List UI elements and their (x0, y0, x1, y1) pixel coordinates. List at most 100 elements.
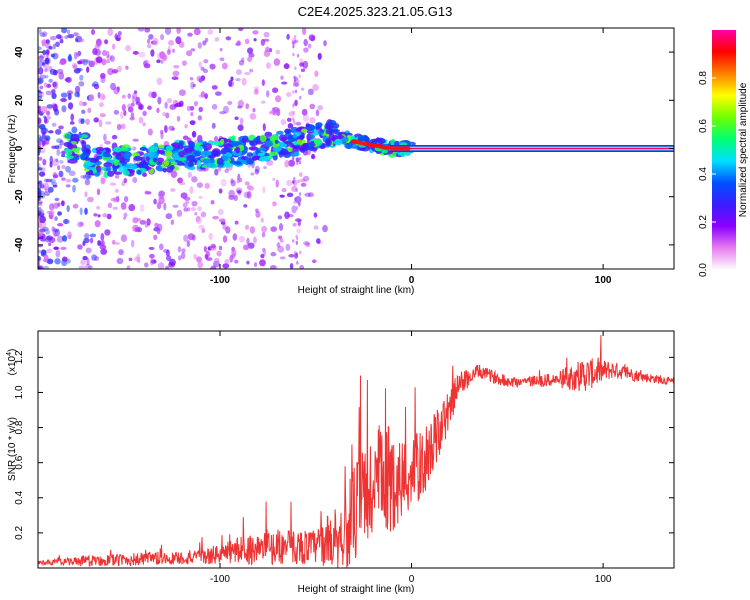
spectrogram-ridge-blob (145, 156, 150, 162)
spectrogram-ridge-blob (156, 157, 164, 163)
spectrogram-noise-blob (204, 37, 209, 43)
spectrogram-noise-blob (54, 108, 60, 116)
spectrogram-noise-blob (298, 192, 302, 196)
spectrogram-noise-blob (189, 186, 194, 195)
spectrogram-noise-blob (66, 205, 70, 213)
spectrogram-noise-blob (246, 260, 250, 265)
spectrogram-noise-blob (128, 203, 136, 212)
spectrogram-ridge-blob (139, 147, 148, 151)
colorbar-tick-label: 0.4 (698, 167, 709, 181)
spectrogram-noise-blob (218, 188, 223, 194)
spectrogram-noise-blob (236, 190, 242, 194)
spectrogram-noise-blob (317, 105, 324, 111)
spectrogram-noise-blob (204, 93, 208, 99)
spectrogram-ridge-blob (301, 142, 309, 151)
spectrogram-noise-blob (172, 70, 180, 77)
spectrogram-noise-blob (41, 249, 47, 256)
spectrogram-noise-blob (176, 115, 181, 122)
spectrogram-noise-blob (38, 266, 42, 269)
spectrogram-noise-blob (86, 66, 90, 73)
spectrogram-x-ticks: -100 0 100 (210, 28, 612, 286)
spectrogram-noise-blob (157, 96, 162, 105)
spectrogram-noise-blob (263, 49, 271, 57)
spectrogram-noise-blob (246, 190, 252, 199)
spectrogram-noise-blob (284, 63, 289, 68)
spectrogram-ridge-blob (145, 166, 152, 170)
spectrogram-noise-blob (293, 34, 297, 39)
spectrogram-noise-blob (87, 107, 92, 114)
spectrogram-ridge-blob (149, 144, 159, 153)
spectrogram-noise-blob (235, 78, 241, 82)
snr-y-tick-label: 0.2 (14, 526, 25, 540)
spectrogram-noise-blob (281, 81, 288, 85)
spectrogram-noise-blob (97, 214, 101, 218)
spectrogram-ridge-blob (95, 165, 102, 173)
spectrogram-noise-blob (301, 108, 308, 116)
spectrogram-noise-blob (51, 181, 58, 186)
spectrogram-noise-blob (49, 155, 54, 164)
spectrogram-noise-blob (114, 241, 121, 245)
spectrogram-noise-blob (39, 32, 46, 37)
spectrogram-noise-blob (48, 46, 53, 50)
spectrogram-noise-blob (82, 241, 86, 246)
spectrogram-noise-blob (52, 81, 57, 88)
spectrogram-noise-blob (300, 68, 306, 72)
spectrogram-ridge-blob (218, 150, 227, 155)
spectrogram-noise-blob (148, 246, 155, 250)
spectrogram-ridge-blob (88, 166, 93, 171)
spectrogram-noise-blob (298, 160, 302, 165)
spectrogram-noise-blob (170, 170, 178, 178)
spectrogram-noise-blob (160, 131, 164, 140)
spectrogram-noise-blob (303, 47, 309, 53)
spectrogram-noise-blob (84, 178, 91, 186)
spectrogram-noise-blob (190, 81, 195, 90)
spectrogram-noise-blob (46, 116, 52, 120)
spectrogram-ridge-blob (350, 145, 359, 149)
spectrogram-noise-blob (273, 58, 281, 66)
spectrogram-noise-blob (249, 113, 257, 120)
spectrogram-noise-blob (275, 179, 280, 188)
spectrogram-noise-blob (38, 190, 42, 197)
spectrogram-noise-blob (211, 122, 216, 129)
spectrogram-noise-blob (221, 62, 228, 70)
spectrogram-noise-blob (42, 49, 47, 56)
spectrogram-noise-blob (102, 213, 108, 218)
spectrogram-noise-blob (69, 121, 75, 125)
spectrogram-noise-blob (44, 187, 48, 196)
spectrogram-noise-blob (106, 213, 112, 220)
spectrogram-noise-blob (72, 64, 78, 69)
spectrogram-noise-blob (231, 249, 237, 257)
spectrogram-noise-blob (293, 121, 296, 125)
spectrogram-ridge-blob (294, 151, 300, 157)
spectrogram-noise-blob (113, 109, 120, 115)
spectrogram-noise-blob (67, 34, 75, 39)
spectrogram-noise-blob (38, 92, 42, 97)
spectrogram-noise-blob (38, 206, 42, 215)
spectrogram-noise-blob (165, 112, 170, 119)
spectrogram-noise-blob (66, 258, 71, 264)
spectrogram-noise-blob (156, 59, 161, 64)
spectrogram-noise-blob (96, 188, 101, 196)
spectrogram-ridge-blob (65, 155, 75, 159)
colorbar-tick-label: 0.8 (698, 71, 709, 85)
spectrogram-noise-blob (48, 130, 54, 134)
spectrogram-noise-blob (191, 176, 198, 183)
snr-x-tick-label: 0 (409, 574, 415, 585)
spectrogram-ridge-blob (325, 139, 332, 147)
spectrogram-noise-blob (181, 248, 186, 253)
spectrogram-noise-blob (274, 95, 282, 103)
spectrogram-noise-blob (38, 105, 42, 114)
spectrogram-noise-blob (38, 146, 42, 154)
spectrogram-ridge-blob (113, 146, 123, 153)
spectrogram-noise-blob (75, 38, 79, 43)
spectrogram-noise-blob (278, 235, 283, 240)
spectrogram-noise-blob (214, 36, 220, 42)
spectrogram-noise-blob (86, 196, 94, 203)
spectrogram-noise-blob (208, 232, 213, 241)
spectrogram-noise-blob (294, 197, 297, 202)
spectrogram-ridge-blob (107, 170, 115, 177)
spectrogram-ridge-blob (153, 142, 159, 147)
spectrogram-ridge-blob (63, 141, 73, 147)
spectrogram-noise-blob (210, 243, 217, 249)
spectrogram-ridge-blob (360, 147, 366, 151)
